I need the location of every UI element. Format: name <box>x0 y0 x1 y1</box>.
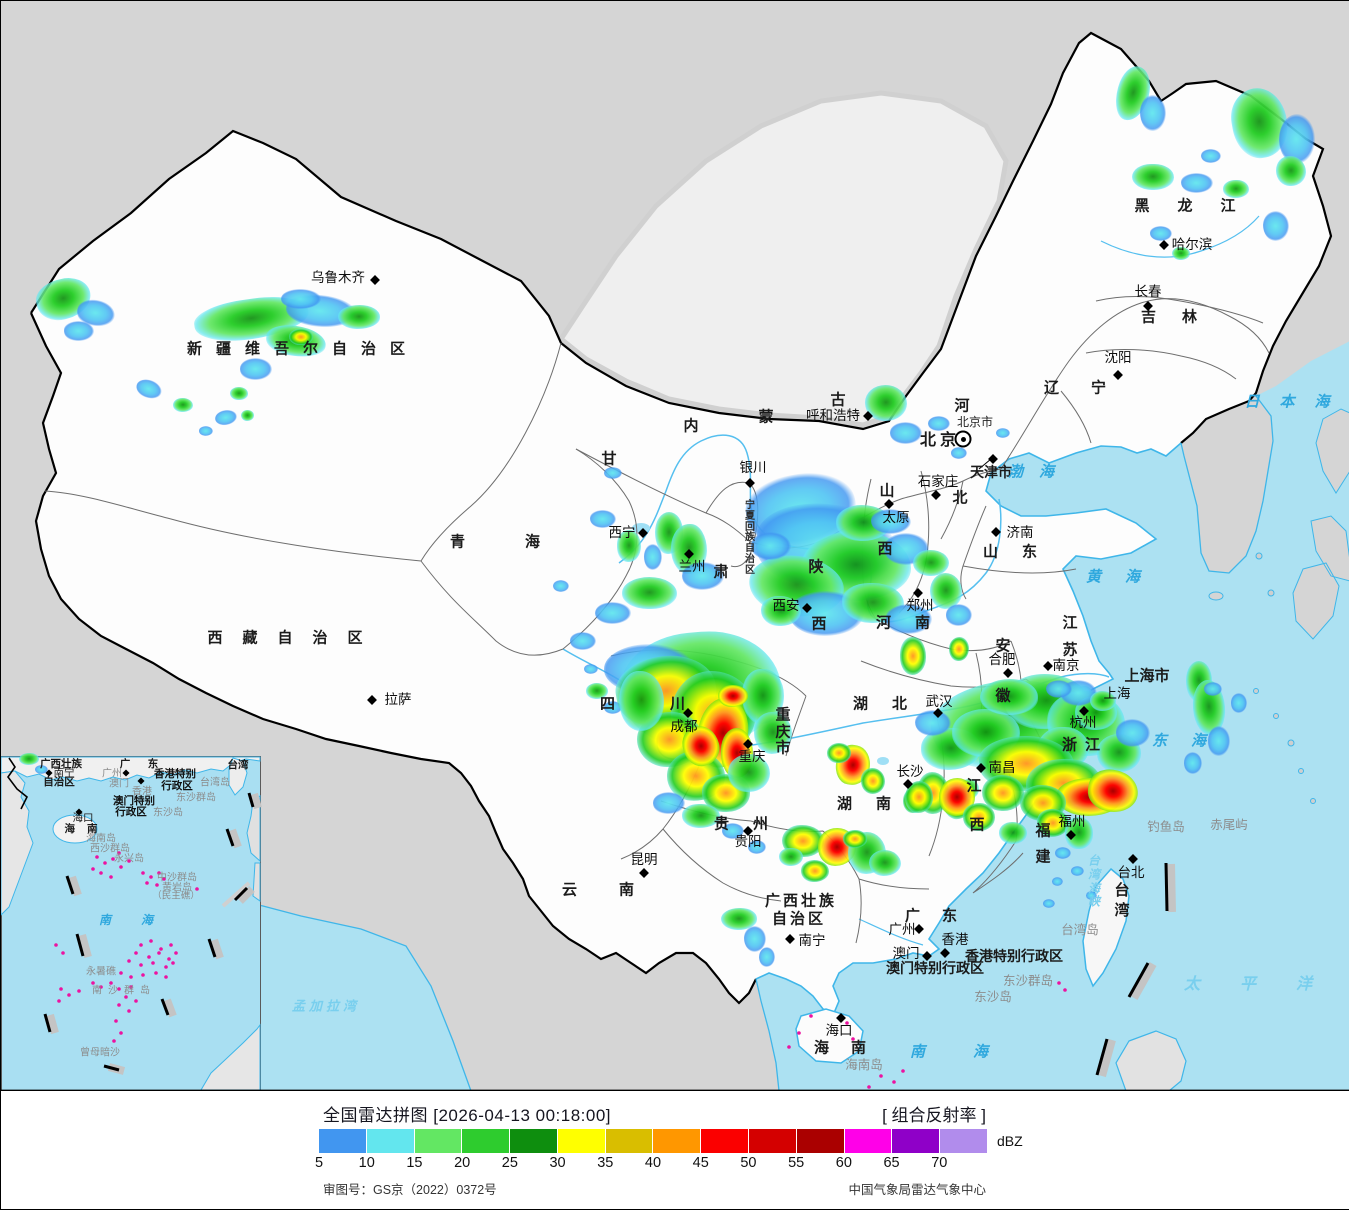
inset-luzon <box>246 795 261 863</box>
map-license-number: 审图号：GS京（2022）0372号 <box>323 1183 497 1197</box>
colorbar-cell <box>414 1129 462 1153</box>
jeju-island <box>1208 591 1224 601</box>
colorbar-tick-label: 10 <box>358 1155 375 1171</box>
inset-dash-lines <box>43 792 262 1075</box>
inset-reef-markers <box>54 851 199 1043</box>
map-geography <box>1 1 1349 1091</box>
colorbar-cell <box>653 1129 701 1153</box>
colorbar-cell <box>796 1129 844 1153</box>
colorbar-tick-label: 25 <box>501 1155 518 1171</box>
colorbar-cell <box>892 1129 940 1153</box>
south-china-sea-inset <box>1 756 262 1091</box>
international-border-south <box>29 312 757 1005</box>
mongolia-region <box>557 90 1009 428</box>
colorbar-cell <box>557 1129 605 1153</box>
colorbar-tick-label: 70 <box>931 1155 948 1171</box>
inset-vietnam <box>1 770 34 916</box>
colorbar-tick-label: 20 <box>454 1155 471 1171</box>
korea-coastline <box>1180 395 1274 574</box>
inset-hainan <box>52 814 98 844</box>
ryukyu-islands <box>1253 552 1316 804</box>
colorbar-cell <box>510 1129 557 1153</box>
taihu-lake <box>1077 686 1091 696</box>
colorbar-cell <box>844 1129 892 1153</box>
legend-bar: 全国雷达拼图 [2026-04-13 00:18:00] [ 组合反射率 ] 5… <box>1 1091 1349 1209</box>
colorbar-tick-label: 55 <box>788 1155 805 1171</box>
colorbar-cell <box>319 1129 366 1153</box>
china-radar-map: 新疆维吾尔自治区 西藏自治区 青海甘肃内蒙古黑龙江 吉林 辽宁河北山西山东 河南陕西江苏安… <box>1 1 1349 1091</box>
colorbar-cell <box>701 1129 749 1153</box>
colorbar-tick-label: 30 <box>549 1155 566 1171</box>
colorbar-tick-label: 65 <box>883 1155 900 1171</box>
luzon-island <box>1115 1030 1187 1091</box>
international-border-north <box>30 31 1333 444</box>
inset-palawan <box>221 881 251 908</box>
colorbar-cell <box>605 1129 653 1153</box>
colorbar-cell <box>462 1129 510 1153</box>
mosaic-title: 全国雷达拼图 [2026-04-13 00:18:00] <box>323 1106 612 1125</box>
boundary-dash-lines <box>1095 862 1176 1078</box>
colorbar-tick-label: 40 <box>644 1155 662 1171</box>
reef-markers <box>787 981 1067 1089</box>
colorbar-tick-label: 15 <box>406 1155 423 1171</box>
colorbar-tick-label: 60 <box>835 1155 852 1171</box>
pearl-river <box>858 918 924 946</box>
colorbar-ticks: 5 10 15 20 25 30 35 40 45 50 55 60 65 70 <box>315 1155 987 1173</box>
inset-philippines <box>252 862 261 902</box>
japan-islands <box>1292 408 1349 640</box>
dongting-lake <box>877 757 889 765</box>
colorbar-tick-label: 5 <box>314 1155 324 1171</box>
reflectivity-colorbar <box>319 1129 987 1153</box>
colorbar-tick-label: 50 <box>740 1155 757 1171</box>
product-name: [ 组合反射率 ] <box>882 1106 986 1125</box>
inset-borneo <box>200 1023 261 1091</box>
colorbar-tick-label: 45 <box>692 1155 709 1171</box>
colorbar-cell <box>940 1129 987 1153</box>
songhua-river <box>1100 215 1260 258</box>
data-source-credit: 中国气象局雷达气象中心 <box>848 1183 986 1197</box>
inset-taiwan <box>228 757 248 796</box>
colorbar-cell <box>749 1129 796 1153</box>
colorbar-cell <box>366 1129 414 1153</box>
colorbar-tick-label: 35 <box>597 1155 614 1171</box>
qinghai-lake <box>632 523 650 533</box>
inset-vietnam-border <box>7 757 29 810</box>
unit-label: dBZ <box>997 1133 1023 1149</box>
